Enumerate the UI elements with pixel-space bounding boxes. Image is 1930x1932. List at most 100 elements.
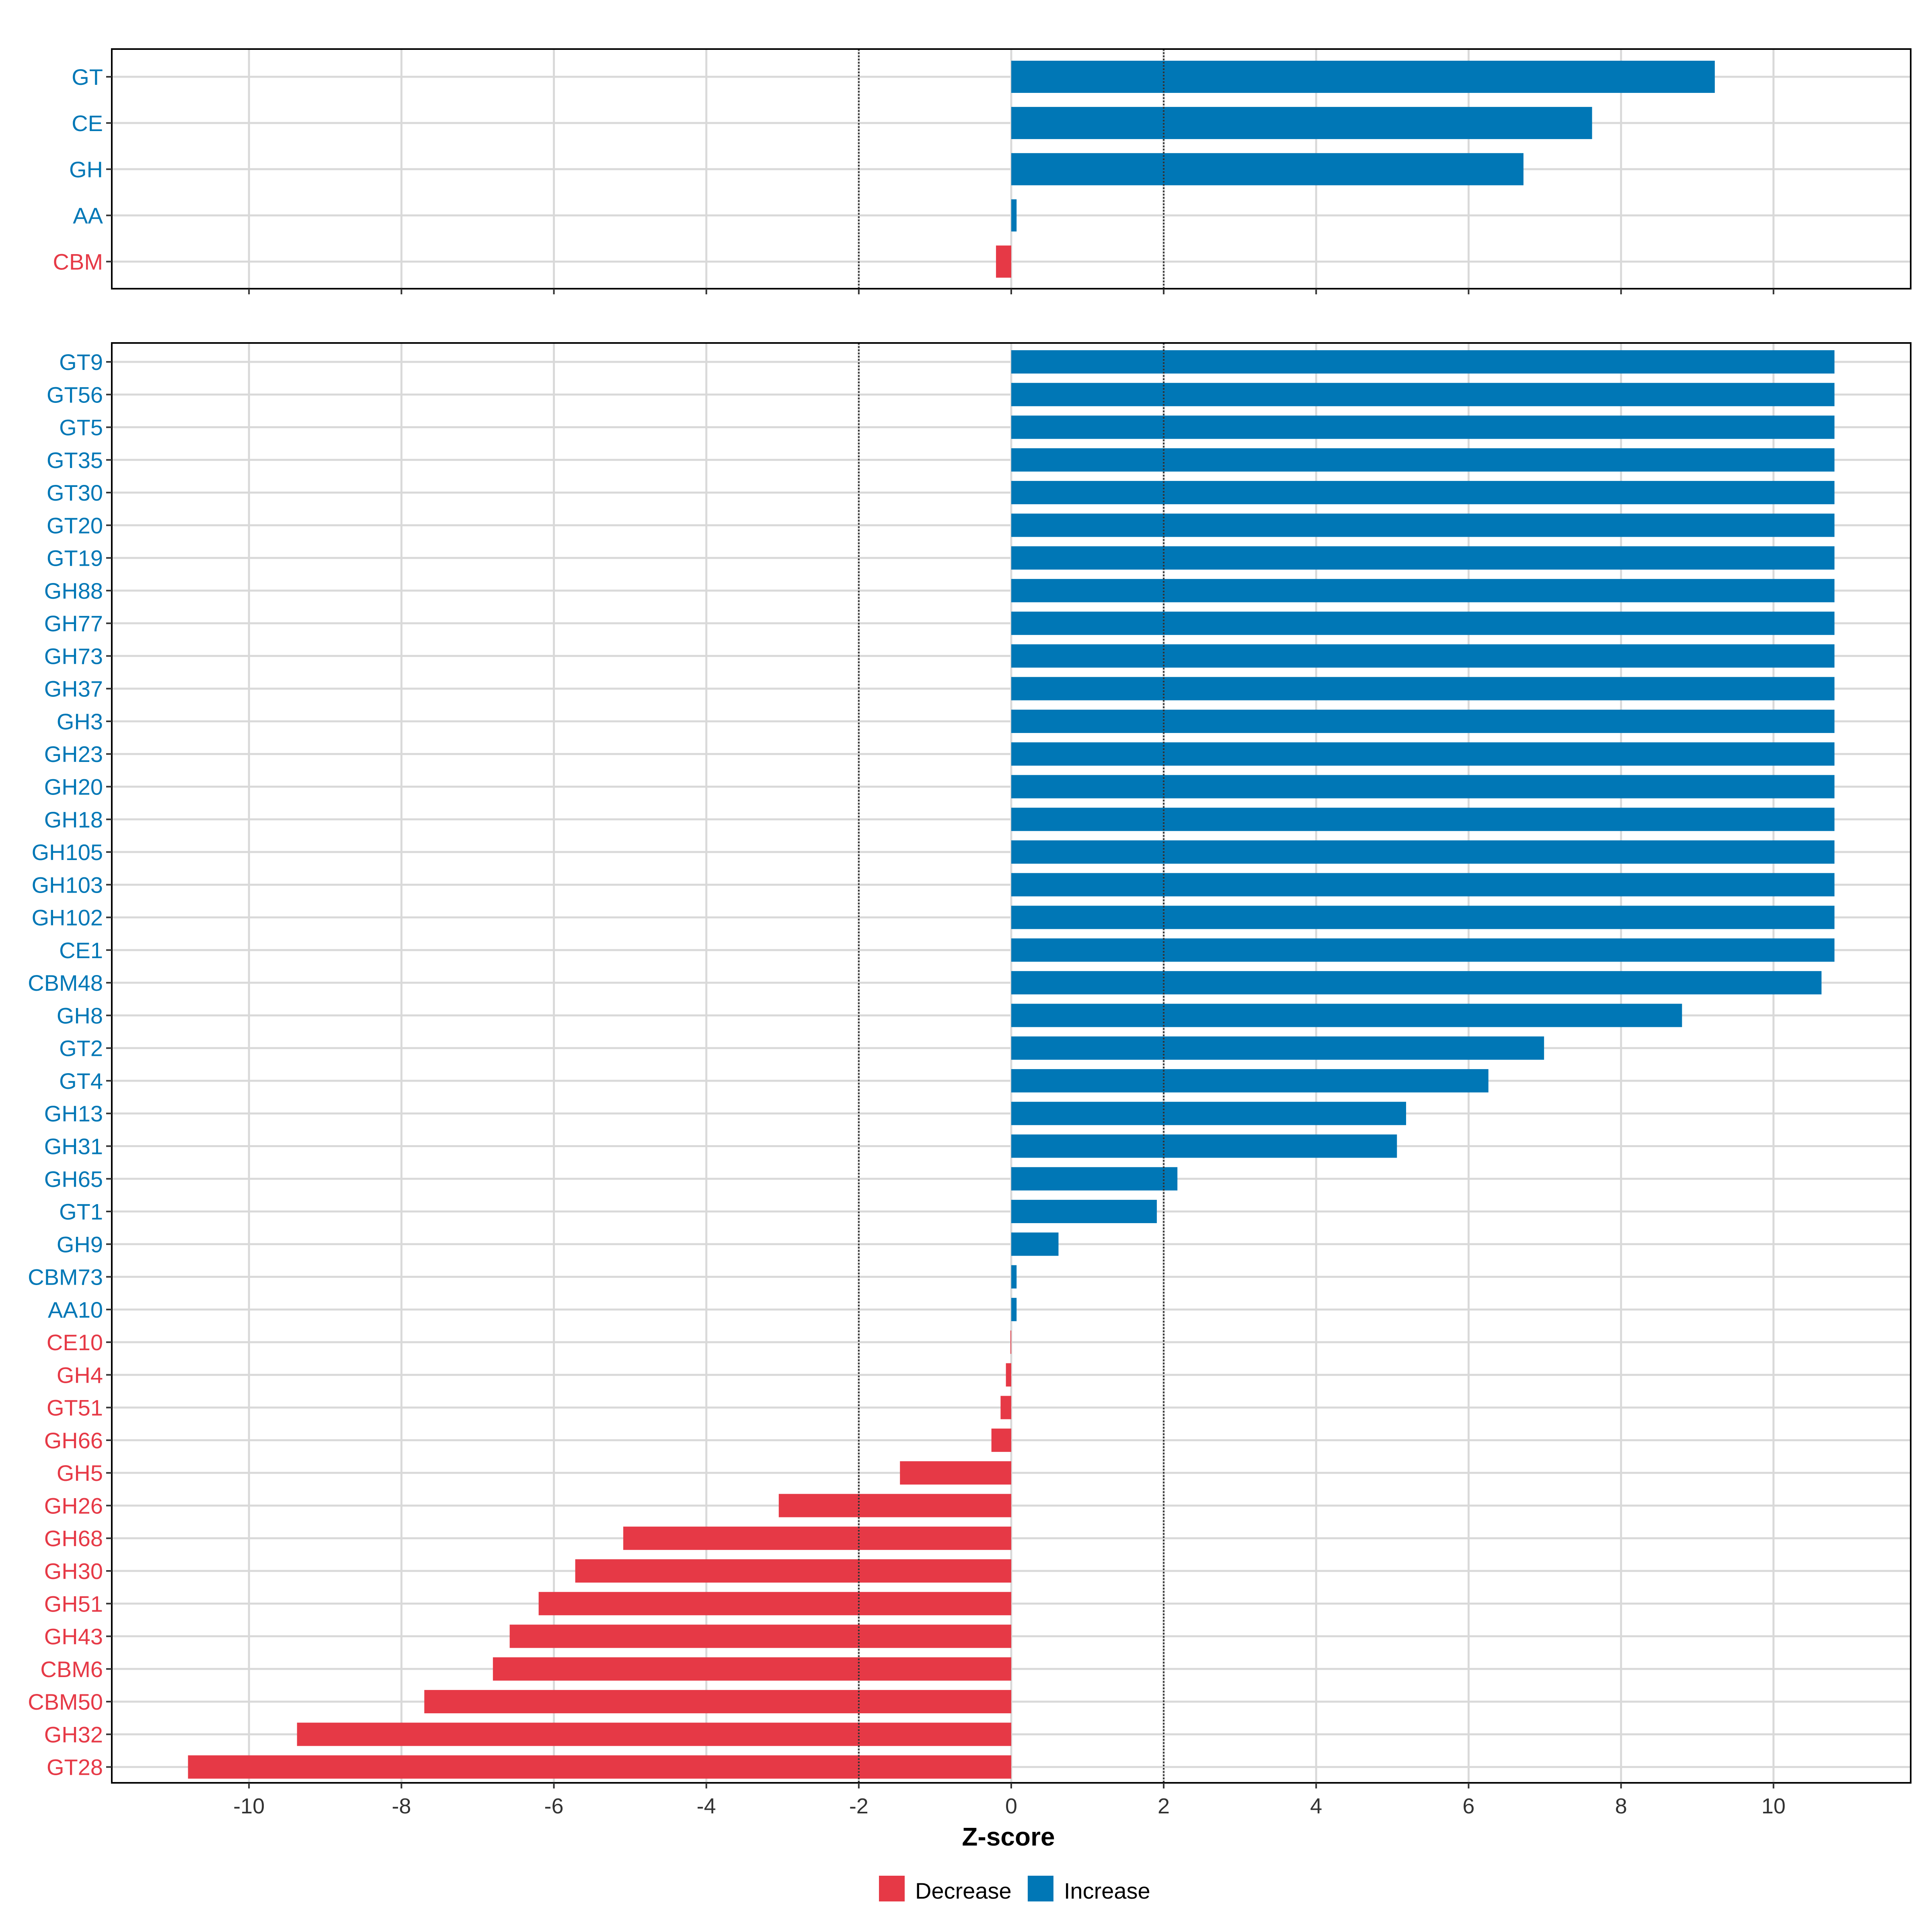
bar-CBM73	[1011, 1265, 1017, 1289]
category-label-GH43: GH43	[44, 1624, 103, 1649]
category-label-GT56: GT56	[47, 382, 103, 407]
category-label-GH20: GH20	[44, 774, 103, 800]
category-label-GH26: GH26	[44, 1493, 103, 1518]
bar-GT20	[1011, 513, 1835, 537]
bar-GH105	[1011, 840, 1835, 864]
bar-GH5	[900, 1461, 1011, 1485]
category-label-GH88: GH88	[44, 578, 103, 604]
bar-CE1	[1011, 938, 1835, 962]
x-tick-label: 0	[1005, 1794, 1017, 1818]
bar-GH37	[1011, 677, 1835, 700]
bar-GH103	[1011, 873, 1835, 897]
category-label-GH37: GH37	[44, 676, 103, 702]
category-label-CE10: CE10	[47, 1330, 103, 1355]
x-tick-label: -8	[392, 1794, 411, 1818]
bar-GH77	[1011, 612, 1835, 635]
x-tick-label: -10	[233, 1794, 265, 1818]
bar-GT28	[188, 1755, 1011, 1779]
bar-GT51	[1000, 1396, 1011, 1419]
x-tick-label: -6	[544, 1794, 564, 1818]
category-label-GH: GH	[69, 157, 103, 182]
category-label-GH65: GH65	[44, 1166, 103, 1192]
legend-swatch-decrease	[879, 1876, 905, 1901]
bar-GH13	[1011, 1102, 1406, 1125]
category-label-GT: GT	[72, 64, 103, 90]
category-label-GH23: GH23	[44, 741, 103, 767]
legend-label-decrease: Decrease	[915, 1878, 1012, 1903]
bar-GH88	[1011, 579, 1835, 602]
category-label-AA10: AA10	[48, 1297, 103, 1322]
bar-GT1	[1011, 1200, 1157, 1224]
category-label-GH18: GH18	[44, 807, 103, 832]
bottom-panel: GT9GT56GT5GT35GT30GT20GT19GH88GH77GH73GH…	[28, 342, 1912, 1818]
category-label-GH77: GH77	[44, 611, 103, 636]
bar-AA	[1011, 199, 1017, 232]
category-label-CBM48: CBM48	[28, 970, 103, 996]
bar-GH18	[1011, 807, 1835, 831]
category-label-CBM73: CBM73	[28, 1265, 103, 1290]
bar-GT5	[1011, 415, 1835, 439]
category-label-GH13: GH13	[44, 1101, 103, 1126]
category-label-GT2: GT2	[59, 1036, 103, 1061]
x-tick-label: -2	[849, 1794, 868, 1818]
legend-swatch-increase	[1028, 1876, 1053, 1901]
category-label-GT28: GT28	[47, 1755, 103, 1780]
category-label-GT35: GT35	[47, 448, 103, 473]
category-label-GH8: GH8	[57, 1003, 103, 1028]
category-label-CBM6: CBM6	[40, 1657, 103, 1682]
bar-CE10	[1010, 1330, 1011, 1354]
category-label-AA: AA	[73, 203, 103, 228]
x-tick-label: -4	[697, 1794, 716, 1818]
bar-GH30	[575, 1559, 1011, 1583]
category-label-GH30: GH30	[44, 1558, 103, 1584]
bar-GH68	[623, 1526, 1011, 1550]
bar-GT56	[1011, 383, 1835, 407]
category-label-GH31: GH31	[44, 1133, 103, 1159]
bar-GH51	[538, 1592, 1011, 1616]
category-label-CBM50: CBM50	[28, 1689, 103, 1714]
x-axis-title: Z-score	[962, 1822, 1055, 1851]
category-label-GT5: GT5	[59, 415, 103, 440]
x-tick-label: 2	[1158, 1794, 1170, 1818]
category-label-GT30: GT30	[47, 480, 103, 505]
category-label-GH66: GH66	[44, 1428, 103, 1453]
x-tick-label: 10	[1762, 1794, 1786, 1818]
bar-GH9	[1011, 1232, 1059, 1256]
category-label-GT19: GT19	[47, 546, 103, 571]
category-label-GH73: GH73	[44, 643, 103, 669]
category-label-GH68: GH68	[44, 1526, 103, 1551]
bar-GT2	[1011, 1036, 1544, 1060]
bar-GT	[1011, 61, 1715, 93]
category-label-CE1: CE1	[59, 938, 103, 963]
category-label-GH102: GH102	[32, 905, 103, 930]
bar-GT19	[1011, 546, 1835, 570]
bar-GT35	[1011, 448, 1835, 472]
category-label-GT9: GT9	[59, 349, 103, 375]
category-label-GH4: GH4	[57, 1362, 103, 1388]
category-label-GH51: GH51	[44, 1591, 103, 1616]
bar-GH65	[1011, 1167, 1178, 1191]
bar-GT9	[1011, 350, 1835, 374]
x-tick-label: 4	[1310, 1794, 1322, 1818]
x-tick-label: 8	[1615, 1794, 1627, 1818]
bar-GH31	[1011, 1134, 1397, 1158]
bar-GT4	[1011, 1069, 1489, 1092]
bar-GH20	[1011, 775, 1835, 799]
category-label-CE: CE	[72, 111, 103, 136]
x-tick-label: 6	[1462, 1794, 1474, 1818]
bar-CBM50	[424, 1690, 1011, 1714]
legend-label-increase: Increase	[1064, 1878, 1150, 1903]
bar-CBM	[996, 245, 1011, 278]
legend: Decrease Increase	[879, 1876, 1150, 1903]
bar-CBM48	[1011, 971, 1822, 995]
category-label-GH103: GH103	[32, 872, 103, 897]
bar-GT30	[1011, 481, 1835, 505]
bar-GH66	[991, 1428, 1011, 1452]
bar-GH73	[1011, 644, 1835, 668]
bar-GH3	[1011, 709, 1835, 733]
bar-GH4	[1006, 1363, 1011, 1387]
category-label-GH32: GH32	[44, 1722, 103, 1747]
bar-GH	[1011, 153, 1523, 185]
